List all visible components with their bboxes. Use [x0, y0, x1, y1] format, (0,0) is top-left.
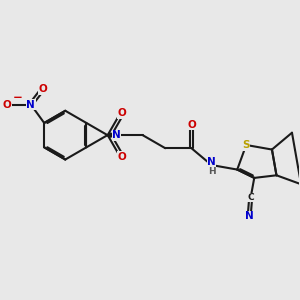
Text: N: N: [207, 157, 216, 167]
Text: C: C: [248, 193, 254, 202]
Text: −: −: [13, 91, 22, 103]
Text: O: O: [38, 84, 47, 94]
Text: S: S: [242, 140, 250, 150]
Text: O: O: [118, 108, 127, 118]
Text: O: O: [3, 100, 11, 110]
Text: O: O: [187, 120, 196, 130]
Text: N: N: [112, 130, 121, 140]
Text: H: H: [208, 167, 215, 176]
Text: N: N: [245, 212, 254, 221]
Text: N: N: [26, 100, 35, 110]
Text: O: O: [118, 152, 127, 162]
